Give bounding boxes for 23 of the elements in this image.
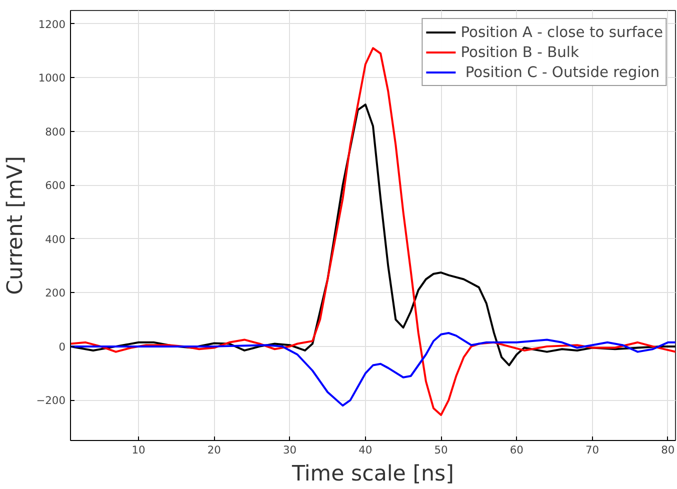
y-tick-label: 400 xyxy=(45,232,66,246)
legend-label: Position A - close to surface xyxy=(460,24,663,40)
y-tick-label: 1000 xyxy=(38,72,66,85)
x-tick-label: 60 xyxy=(510,444,524,456)
x-axis-title: Time scale [ns] xyxy=(291,462,454,486)
y-tick-label: 600 xyxy=(45,179,66,192)
y-axis-title: Current [mV] xyxy=(3,156,28,295)
x-tick-label: 20 xyxy=(207,444,222,456)
x-tick-label: 70 xyxy=(586,444,600,456)
y-tick-label: −200 xyxy=(36,394,66,408)
x-tick-label: 80 xyxy=(661,444,675,456)
x-tick-label: 50 xyxy=(434,444,448,456)
legend-label: Position C - Outside region xyxy=(464,64,660,80)
y-tick-label: 0 xyxy=(58,340,66,354)
y-tick-label: 800 xyxy=(45,125,66,138)
line-series xyxy=(70,47,676,416)
legend-label: Position B - Bulk xyxy=(460,44,579,60)
y-tick-label: 200 xyxy=(45,286,66,300)
x-tick-label: 10 xyxy=(132,444,146,456)
x-tick-label: 40 xyxy=(358,444,372,456)
y-tick-label: 1200 xyxy=(38,18,66,31)
line-series xyxy=(70,332,676,407)
x-tick-label: 30 xyxy=(283,444,297,456)
